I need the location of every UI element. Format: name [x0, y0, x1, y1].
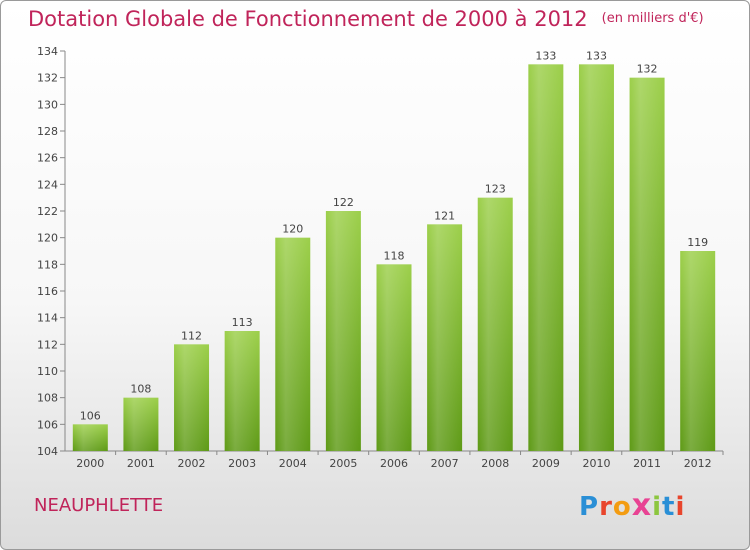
y-tick-label: 132: [37, 72, 58, 85]
bar-value-label: 118: [384, 249, 405, 262]
bar-value-label: 113: [232, 316, 253, 329]
y-tick-label: 126: [37, 152, 58, 165]
y-tick-label: 134: [37, 45, 58, 58]
bar-shine-2009: [528, 64, 564, 452]
chart-labels: 106 2000 108 2001 112 2002 113 2003 120 2004 122 20…: [76, 49, 711, 470]
bar-value-label: 112: [181, 329, 202, 342]
bar-shine-2007: [427, 224, 463, 451]
x-tick-label: 2000: [76, 457, 104, 470]
y-tick-label: 124: [37, 178, 58, 191]
y-tick-label: 114: [37, 312, 58, 325]
bar-value-label: 106: [80, 409, 101, 422]
bar-value-label: 120: [282, 223, 303, 236]
x-tick-label: 2009: [532, 457, 560, 470]
chart-unit: (en milliers d'€): [601, 11, 704, 26]
proxiti-logo: Proxiti: [579, 488, 685, 523]
x-tick-label: 2004: [279, 457, 307, 470]
x-tick-label: 2012: [684, 457, 712, 470]
x-tick-label: 2002: [178, 457, 206, 470]
bar-shine-2006: [376, 264, 412, 451]
y-tick-label: 112: [37, 338, 58, 351]
bar-shine-2003: [224, 331, 260, 451]
x-tick-label: 2006: [380, 457, 408, 470]
bar-shine-2001: [123, 397, 159, 451]
x-tick-label: 2005: [329, 457, 357, 470]
bar-value-label: 133: [535, 49, 556, 62]
bar-value-label: 123: [485, 183, 506, 196]
bar-value-label: 121: [434, 209, 455, 222]
y-tick-label: 120: [37, 232, 58, 245]
y-tick-label: 130: [37, 98, 58, 111]
bar-value-label: 122: [333, 196, 354, 209]
y-tick-label: 116: [37, 285, 58, 298]
bar-shine-2011: [629, 77, 665, 452]
chart-title: Dotation Globale de Fonctionnement de 20…: [28, 7, 704, 31]
bar-value-label: 119: [687, 236, 708, 249]
bar-shine-2008: [477, 197, 513, 451]
y-tick-label: 118: [37, 258, 58, 271]
x-tick-label: 2011: [633, 457, 661, 470]
logo-letter: i: [675, 492, 686, 522]
logo-letter: P: [579, 492, 600, 522]
y-tick-label: 108: [37, 392, 58, 405]
bar-value-label: 132: [637, 63, 658, 76]
bar-shine-2004: [275, 237, 311, 451]
commune-name: NEAUPHLETTE: [34, 495, 164, 516]
x-tick-label: 2008: [481, 457, 509, 470]
chart-axes: 104 106 108 110 112 114 116 118 120 122 124 126 128 1…: [37, 45, 724, 458]
bar-shine-2010: [578, 64, 614, 452]
logo-letter: o: [612, 492, 632, 522]
chart-bars: [72, 64, 716, 452]
x-tick-label: 2007: [431, 457, 459, 470]
x-tick-label: 2001: [127, 457, 155, 470]
chart-title-text: Dotation Globale de Fonctionnement de 20…: [28, 7, 588, 31]
y-tick-label: 104: [37, 445, 58, 458]
y-tick-label: 110: [37, 365, 58, 378]
bar-value-label: 108: [130, 383, 151, 396]
bar-shine-2012: [680, 251, 716, 451]
bar-shine-2005: [325, 211, 361, 451]
bar-shine-2000: [72, 424, 108, 451]
logo-letter: x: [631, 488, 653, 523]
bar-value-label: 133: [586, 49, 607, 62]
bar-shine-2002: [174, 344, 210, 451]
y-tick-label: 128: [37, 125, 58, 138]
logo-letter: i: [652, 492, 663, 522]
logo-letter: t: [662, 492, 676, 522]
logo-letter: r: [599, 492, 613, 522]
x-tick-label: 2003: [228, 457, 256, 470]
y-tick-label: 106: [37, 418, 58, 431]
x-tick-label: 2010: [582, 457, 610, 470]
y-tick-label: 122: [37, 205, 58, 218]
